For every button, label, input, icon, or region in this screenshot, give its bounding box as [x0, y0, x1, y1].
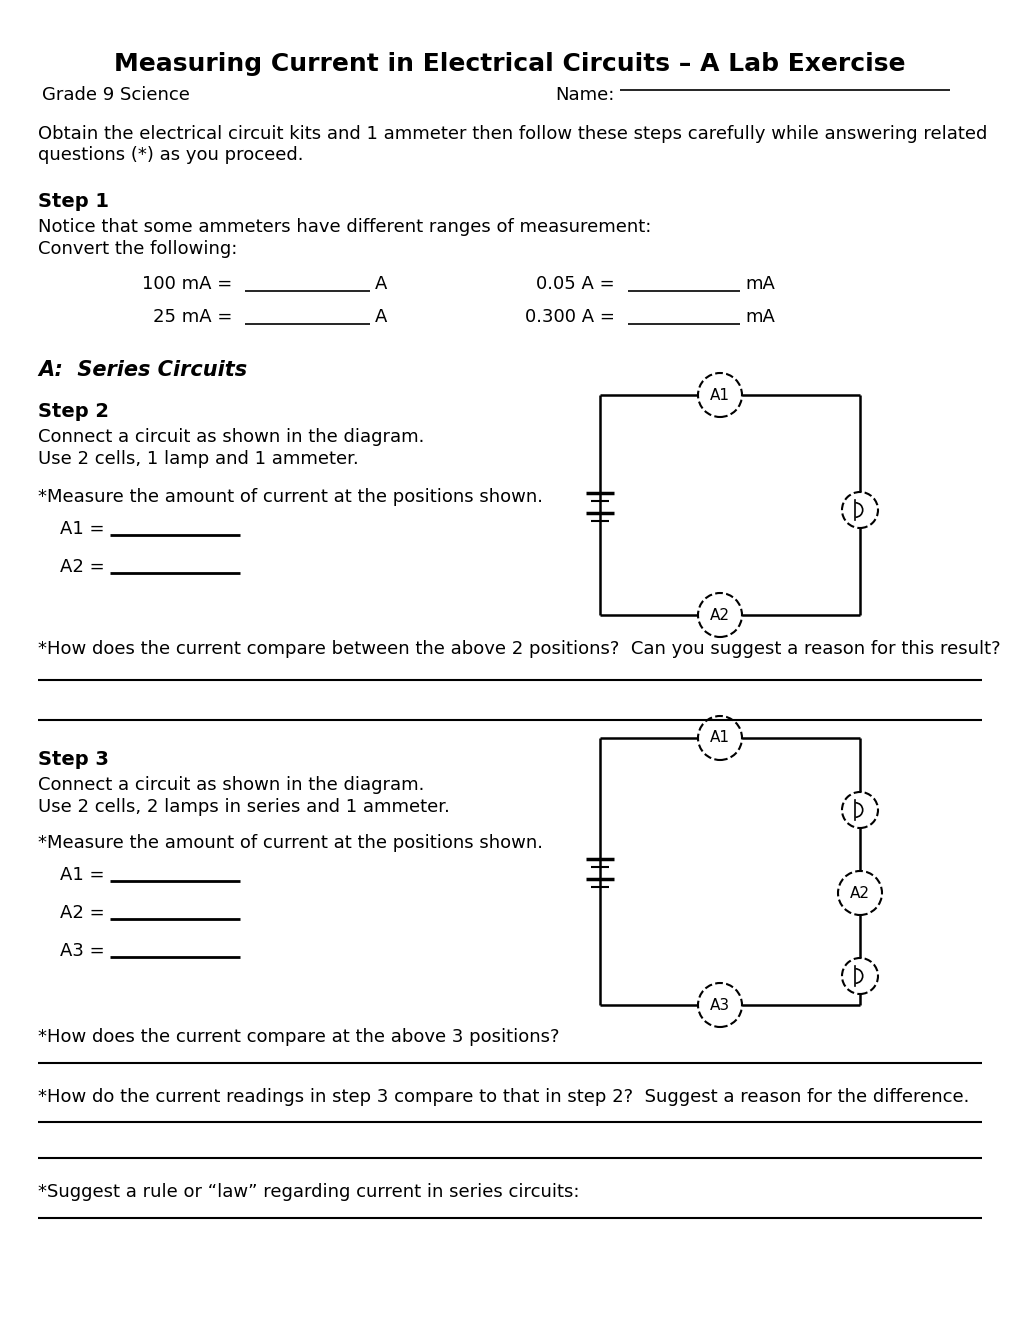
- Text: 0.05 A =: 0.05 A =: [536, 275, 614, 293]
- Text: Step 1: Step 1: [38, 191, 109, 211]
- Text: A1 =: A1 =: [60, 520, 104, 539]
- Text: mA: mA: [744, 275, 774, 293]
- Text: *How do the current readings in step 3 compare to that in step 2?  Suggest a rea: *How do the current readings in step 3 c…: [38, 1088, 968, 1106]
- Text: Step 2: Step 2: [38, 403, 109, 421]
- Text: Use 2 cells, 2 lamps in series and 1 ammeter.: Use 2 cells, 2 lamps in series and 1 amm…: [38, 799, 449, 816]
- Text: A1 =: A1 =: [60, 866, 104, 884]
- Text: *How does the current compare between the above 2 positions?  Can you suggest a : *How does the current compare between th…: [38, 640, 1000, 657]
- Text: 0.300 A =: 0.300 A =: [525, 308, 614, 326]
- Text: Connect a circuit as shown in the diagram.: Connect a circuit as shown in the diagra…: [38, 776, 424, 795]
- Text: *Measure the amount of current at the positions shown.: *Measure the amount of current at the po…: [38, 834, 542, 851]
- Text: A2 =: A2 =: [60, 904, 105, 921]
- Text: Grade 9 Science: Grade 9 Science: [42, 86, 190, 104]
- Text: *Measure the amount of current at the positions shown.: *Measure the amount of current at the po…: [38, 488, 542, 506]
- Text: Use 2 cells, 1 lamp and 1 ammeter.: Use 2 cells, 1 lamp and 1 ammeter.: [38, 450, 359, 469]
- Text: A: A: [375, 275, 387, 293]
- Text: Convert the following:: Convert the following:: [38, 240, 237, 257]
- Text: Connect a circuit as shown in the diagram.: Connect a circuit as shown in the diagra…: [38, 428, 424, 446]
- Text: mA: mA: [744, 308, 774, 326]
- Text: A2: A2: [709, 607, 730, 623]
- Text: A1: A1: [709, 730, 730, 746]
- Text: A3: A3: [709, 998, 730, 1012]
- Text: Notice that some ammeters have different ranges of measurement:: Notice that some ammeters have different…: [38, 218, 651, 236]
- Text: A:  Series Circuits: A: Series Circuits: [38, 360, 247, 380]
- Text: A: A: [375, 308, 387, 326]
- Text: Measuring Current in Electrical Circuits – A Lab Exercise: Measuring Current in Electrical Circuits…: [114, 51, 905, 77]
- Text: *How does the current compare at the above 3 positions?: *How does the current compare at the abo…: [38, 1028, 559, 1045]
- Text: 100 mA =: 100 mA =: [142, 275, 231, 293]
- Text: 25 mA =: 25 mA =: [153, 308, 231, 326]
- Text: A2: A2: [849, 886, 869, 900]
- Text: *Suggest a rule or “law” regarding current in series circuits:: *Suggest a rule or “law” regarding curre…: [38, 1183, 579, 1201]
- Text: A3 =: A3 =: [60, 942, 105, 960]
- Text: Name:: Name:: [554, 86, 613, 104]
- Text: Step 3: Step 3: [38, 750, 109, 770]
- Text: A2 =: A2 =: [60, 558, 105, 576]
- Text: A1: A1: [709, 388, 730, 403]
- Text: Obtain the electrical circuit kits and 1 ammeter then follow these steps careful: Obtain the electrical circuit kits and 1…: [38, 125, 986, 164]
